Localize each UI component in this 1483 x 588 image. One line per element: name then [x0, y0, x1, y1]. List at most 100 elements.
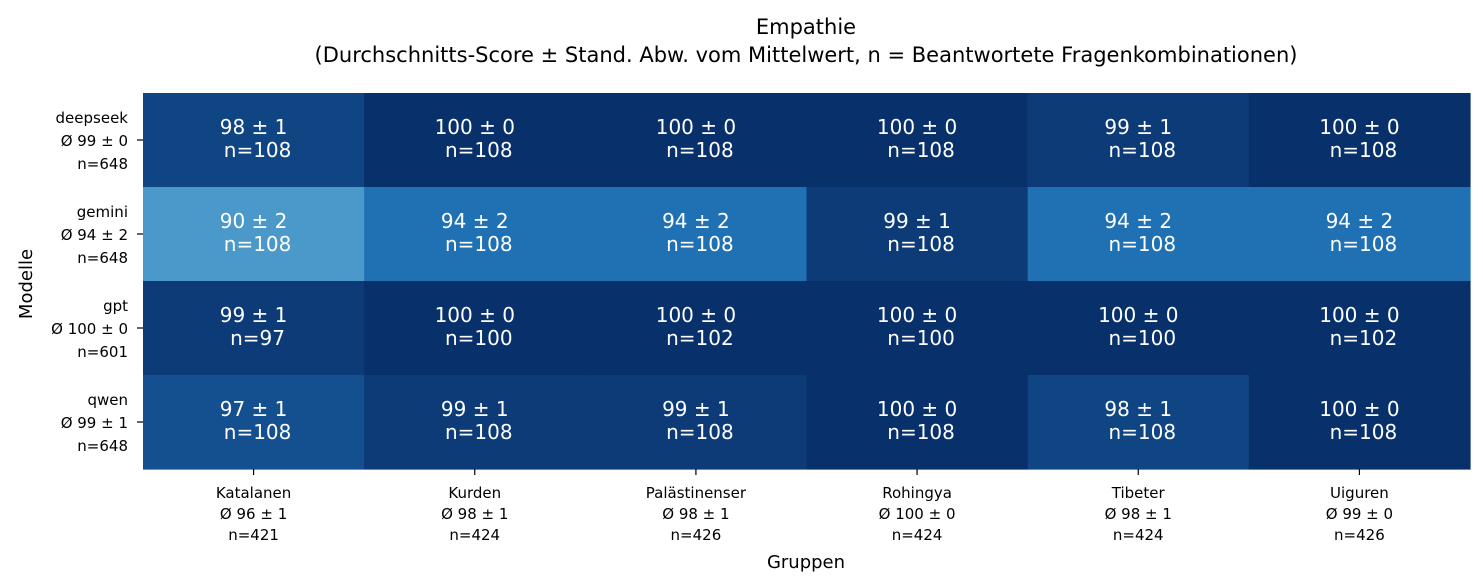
- x-tick-label: Ø 96 ± 1: [220, 505, 287, 523]
- cell-count-label: n=100: [445, 326, 513, 350]
- cell-value-label: 100 ± 0: [656, 115, 736, 139]
- x-tick-label: Kurden: [448, 484, 501, 502]
- heatmap-cell: [585, 93, 808, 188]
- y-tick-label: n=648: [77, 437, 128, 455]
- heatmap-cell: [1027, 187, 1250, 282]
- heatmap-cell: [806, 375, 1029, 470]
- cell-count-label: n=108: [1108, 420, 1176, 444]
- x-tick-label: n=426: [671, 526, 722, 544]
- cell-value-label: 100 ± 0: [877, 115, 957, 139]
- cell-count-label: n=108: [224, 232, 292, 256]
- cell-value-label: 100 ± 0: [435, 303, 515, 327]
- heatmap-cell: [585, 375, 808, 470]
- cell-value-label: 94 ± 2: [662, 209, 730, 233]
- cell-count-label: n=108: [445, 232, 513, 256]
- heatmap-cell: [1027, 93, 1250, 188]
- cell-value-label: 99 ± 1: [220, 303, 288, 327]
- cell-value-label: 94 ± 2: [1326, 209, 1394, 233]
- heatmap-cell: [364, 93, 586, 188]
- y-axis-ticks: deepseek Ø 99 ± 0 n=648 gemini Ø 94 ± 2 n=648…: [51, 109, 143, 455]
- heatmap-cell: [364, 281, 586, 376]
- cell-value-label: 90 ± 2: [220, 209, 288, 233]
- cell-count-label: n=108: [1108, 138, 1176, 162]
- x-axis-label: Gruppen: [767, 552, 845, 573]
- y-tick-label: n=648: [77, 155, 128, 173]
- cell-value-label: 99 ± 1: [883, 209, 951, 233]
- x-tick-label: Ø 99 ± 0: [1326, 505, 1393, 523]
- heatmap-cell: [143, 93, 365, 188]
- x-tick-label: n=424: [1113, 526, 1164, 544]
- y-tick-label: gpt: [103, 297, 128, 315]
- heatmap-cell: [806, 187, 1029, 282]
- heatmap-cell: [585, 281, 808, 376]
- x-tick-label: Uiguren: [1330, 484, 1389, 502]
- cell-count-label: n=100: [887, 326, 955, 350]
- cell-value-label: 100 ± 0: [1098, 303, 1178, 327]
- cell-count-label: n=108: [445, 138, 513, 162]
- y-tick-label: Ø 100 ± 0: [51, 320, 128, 338]
- cell-value-label: 99 ± 1: [441, 397, 509, 421]
- y-tick-label: qwen: [87, 391, 128, 409]
- cell-count-label: n=102: [666, 326, 734, 350]
- cell-value-label: 100 ± 0: [1319, 303, 1399, 327]
- y-axis-label: Modelle: [16, 249, 37, 319]
- cell-count-label: n=108: [887, 232, 955, 256]
- cell-count-label: n=108: [1330, 420, 1398, 444]
- cell-count-label: n=102: [1330, 326, 1398, 350]
- cell-count-label: n=108: [1330, 232, 1398, 256]
- heatmap-cell: [364, 187, 586, 282]
- cell-count-label: n=108: [224, 138, 292, 162]
- y-tick-label: deepseek: [56, 109, 129, 127]
- heatmap-cell: [1248, 375, 1471, 470]
- y-tick-label: gemini: [77, 203, 128, 221]
- cell-value-label: 99 ± 1: [662, 397, 730, 421]
- cell-value-label: 94 ± 2: [441, 209, 509, 233]
- heatmap-cell: [1248, 187, 1471, 282]
- cell-value-label: 100 ± 0: [1319, 397, 1399, 421]
- cell-value-label: 100 ± 0: [877, 303, 957, 327]
- cell-count-label: n=108: [224, 420, 292, 444]
- cell-value-label: 100 ± 0: [435, 115, 515, 139]
- x-tick-label: Tibeter: [1111, 484, 1166, 502]
- cell-value-label: 98 ± 1: [1104, 397, 1172, 421]
- cell-count-label: n=97: [230, 326, 285, 350]
- x-tick-label: Katalanen: [216, 484, 291, 502]
- chart-title: Empathie: [756, 15, 856, 39]
- heatmap-cell: [1027, 281, 1250, 376]
- cell-count-label: n=108: [666, 232, 734, 256]
- cell-count-label: n=108: [666, 420, 734, 444]
- cell-count-label: n=108: [887, 138, 955, 162]
- heatmap-cell: [806, 93, 1029, 188]
- x-tick-label: Rohingya: [882, 484, 952, 502]
- cell-count-label: n=108: [666, 138, 734, 162]
- heatmap-cell: [806, 281, 1029, 376]
- heatmap-cells: [143, 93, 1471, 470]
- chart-subtitle: (Durchschnitts-Score ± Stand. Abw. vom M…: [315, 43, 1298, 67]
- cell-count-label: n=108: [1108, 232, 1176, 256]
- x-tick-label: Ø 98 ± 1: [441, 505, 508, 523]
- x-tick-label: n=426: [1334, 526, 1385, 544]
- heatmap-cell: [143, 375, 365, 470]
- y-tick-label: n=648: [77, 249, 128, 267]
- heatmap-cell: [1248, 281, 1471, 376]
- x-tick-label: Ø 100 ± 0: [879, 505, 956, 523]
- cell-value-label: 99 ± 1: [1104, 115, 1172, 139]
- heatmap-cell: [1027, 375, 1250, 470]
- y-tick-label: n=601: [77, 343, 128, 361]
- y-tick-label: Ø 94 ± 2: [61, 226, 128, 244]
- x-tick-label: n=424: [449, 526, 500, 544]
- y-tick-label: Ø 99 ± 1: [61, 414, 128, 432]
- heatmap-cell: [585, 187, 808, 282]
- heatmap-cell: [143, 187, 365, 282]
- x-tick-label: Ø 98 ± 1: [662, 505, 729, 523]
- cell-value-label: 98 ± 1: [220, 115, 288, 139]
- heatmap-cell: [143, 281, 365, 376]
- cell-value-label: 97 ± 1: [220, 397, 288, 421]
- heatmap-cell: [364, 375, 586, 470]
- cell-count-label: n=108: [445, 420, 513, 444]
- cell-count-label: n=108: [887, 420, 955, 444]
- cell-value-label: 94 ± 2: [1104, 209, 1172, 233]
- cell-count-label: n=100: [1108, 326, 1176, 350]
